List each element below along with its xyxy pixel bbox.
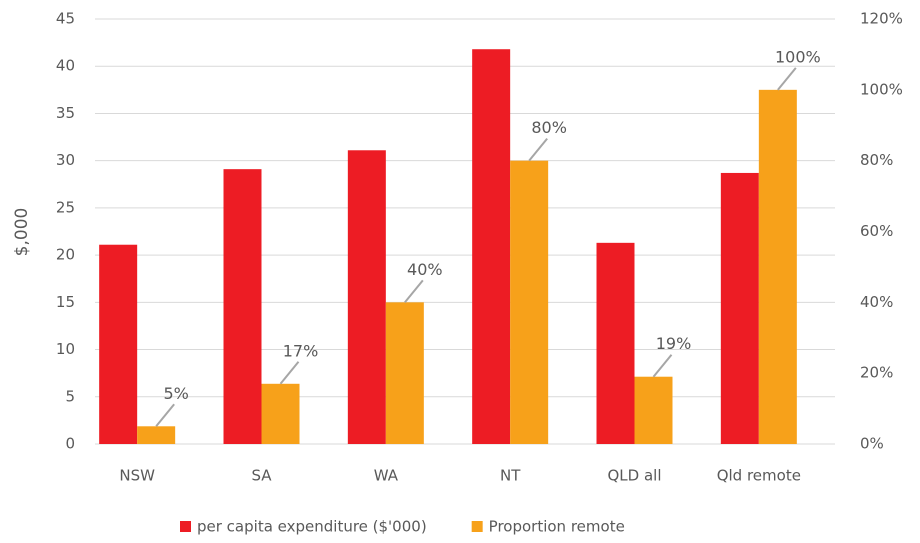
y2-tick-label: 40%	[860, 293, 893, 311]
legend-swatch	[180, 521, 191, 532]
bar	[347, 150, 386, 444]
leader-line	[652, 354, 673, 378]
leader-line	[777, 67, 797, 91]
bar	[472, 49, 511, 444]
y-tick-label: 5	[65, 387, 75, 405]
y2-tick-label: 80%	[860, 151, 893, 169]
y-tick-label: 15	[56, 293, 75, 311]
bar	[261, 383, 300, 444]
leader-line	[155, 403, 175, 427]
x-tick-label: QLD all	[607, 467, 661, 485]
x-tick-label: NT	[500, 467, 521, 485]
y2-tick-label: 120%	[860, 10, 903, 28]
leader-line	[528, 138, 548, 162]
bar	[720, 172, 759, 444]
y-tick-label: 40	[56, 57, 75, 75]
y-tick-label: 35	[56, 104, 75, 122]
y2-tick-label: 0%	[860, 435, 884, 453]
bar	[223, 169, 262, 444]
data-label: 80%	[531, 118, 567, 137]
y2-tick-label: 20%	[860, 364, 893, 382]
data-label: 19%	[656, 334, 692, 353]
data-label: 5%	[163, 384, 188, 403]
y-tick-label: 10	[56, 340, 75, 358]
x-tick-label: SA	[251, 467, 272, 485]
legend-swatch	[471, 521, 483, 532]
legend-label: per capita expenditure ($'000)	[197, 518, 427, 536]
bar	[758, 89, 797, 444]
y-axis-label: $,000	[12, 208, 32, 257]
data-label: 17%	[283, 341, 319, 360]
bar	[385, 302, 424, 444]
data-label: 40%	[407, 260, 443, 279]
y-tick-label: 25	[56, 198, 75, 216]
x-tick-label: Qld remote	[717, 467, 801, 485]
bar	[634, 376, 673, 444]
leader-line	[279, 361, 300, 385]
legend-label: Proportion remote	[489, 518, 625, 536]
x-tick-label: NSW	[119, 467, 155, 485]
y2-tick-label: 100%	[860, 80, 903, 98]
bar	[510, 160, 549, 444]
y-tick-label: 30	[56, 151, 75, 169]
y2-tick-label: 60%	[860, 222, 893, 240]
data-label: 100%	[775, 47, 821, 66]
y-tick-label: 45	[56, 10, 75, 28]
leader-line	[404, 279, 424, 303]
y-tick-label: 0	[65, 435, 75, 453]
bar	[137, 426, 176, 444]
bar	[596, 242, 635, 444]
y-tick-label: 20	[56, 246, 75, 264]
x-tick-label: WA	[374, 467, 399, 485]
bar	[99, 244, 138, 444]
